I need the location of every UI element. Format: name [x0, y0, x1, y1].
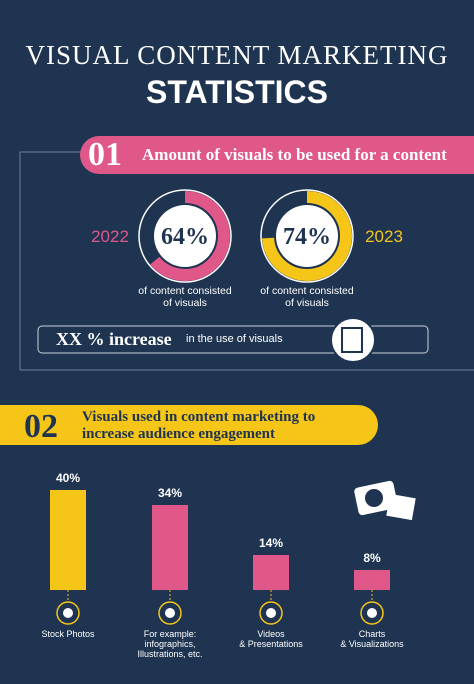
category-label: For example: infographics, Illustrations… [137, 629, 203, 659]
section-number: 02 [24, 408, 58, 445]
value-label: 34% [158, 486, 182, 500]
donut-value: 64% [161, 224, 209, 250]
donut-value: 74% [283, 224, 331, 250]
photo-icon [354, 480, 416, 521]
donut-outline [260, 189, 354, 283]
category-label: Videos & Presentations [239, 629, 303, 649]
category-icon-inner [63, 608, 73, 618]
section-title: Amount of visuals to be used for a conte… [142, 145, 447, 164]
banner-02 [0, 405, 378, 445]
value-label: 8% [363, 551, 381, 565]
donut-center [154, 205, 216, 267]
clipboard-icon [341, 327, 363, 353]
section-number: 01 [88, 136, 122, 173]
icon-circle [330, 317, 376, 363]
category-icon-inner [367, 608, 377, 618]
title-line1: VISUAL CONTENT MARKETING [25, 40, 449, 70]
donut-caption: of content consisted of visuals [138, 285, 232, 309]
donut-year: 2023 [365, 227, 403, 246]
donut-caption: of content consisted of visuals [260, 285, 354, 309]
increase-label: XX % increase [56, 329, 172, 349]
banner-01 [80, 136, 474, 174]
bar [50, 490, 86, 590]
donut-outline [138, 189, 232, 283]
section-title: Visuals used in content marketing to inc… [82, 409, 316, 442]
donut-center [276, 205, 338, 267]
category-icon-inner [266, 608, 276, 618]
value-label: 40% [56, 471, 80, 485]
bar [253, 555, 289, 590]
category-label: Stock Photos [41, 629, 95, 639]
bar [354, 570, 390, 590]
bar [152, 505, 188, 590]
donut-arc [262, 191, 352, 281]
category-icon-inner [165, 608, 175, 618]
value-label: 14% [259, 536, 283, 550]
category-label: Charts & Visualizations [340, 629, 404, 649]
donut-arc [140, 191, 230, 281]
donut-year: 2022 [91, 227, 129, 246]
increase-box [37, 325, 429, 354]
increase-text: in the use of visuals [186, 333, 283, 345]
title-line2: STATISTICS [146, 74, 328, 110]
